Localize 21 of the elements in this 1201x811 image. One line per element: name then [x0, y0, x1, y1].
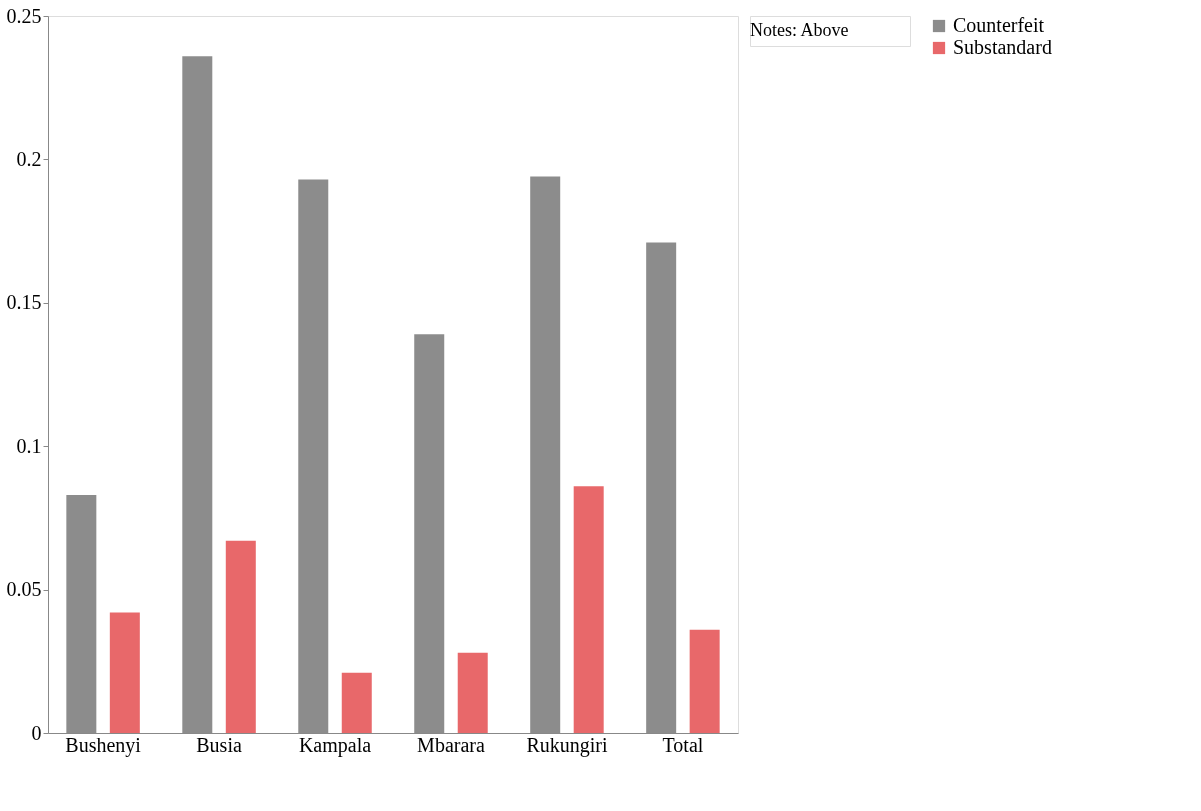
y-tick-label: 0.2 [16, 147, 42, 170]
y-tick-label: 0.25 [6, 4, 42, 27]
x-tick-label: Mbarara [417, 733, 485, 756]
x-tick-label: Kampala [298, 733, 372, 757]
x-tick-label: Busia [196, 733, 242, 756]
y-tick-label: 0.05 [6, 578, 42, 601]
x-tick-label: Rukungiri [526, 733, 608, 757]
x-tick-label: Bushenyi [65, 733, 142, 757]
bar [225, 540, 256, 733]
bar [573, 486, 604, 733]
y-tick-label: 0.1 [16, 434, 42, 457]
text: Notes: Above [750, 20, 849, 40]
bar [457, 652, 488, 733]
x-tick-label: Total [662, 733, 704, 756]
bar [341, 672, 372, 733]
legend-label: Counterfeit [953, 14, 1045, 36]
bar [109, 612, 140, 733]
bar [689, 629, 720, 733]
legend-label: Substandard [953, 36, 1052, 58]
y-tick-label: 0 [31, 721, 42, 744]
y-tick-label: 0.15 [6, 291, 42, 314]
